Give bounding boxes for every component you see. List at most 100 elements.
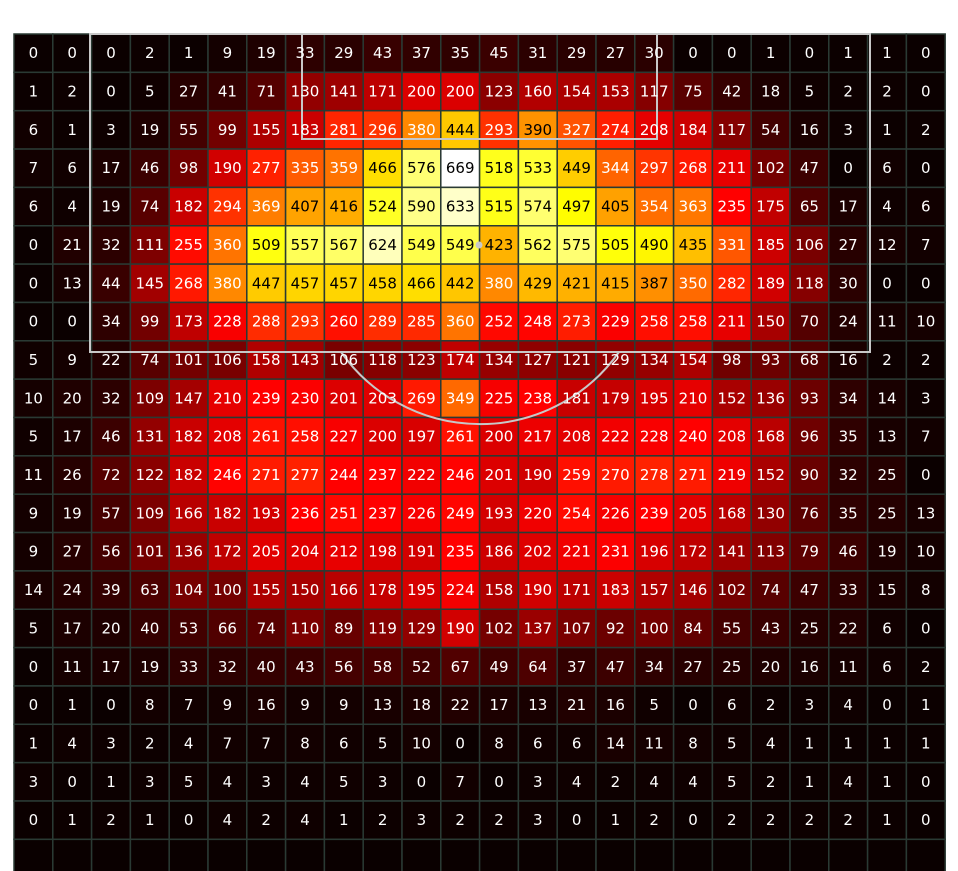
- heatmap-cell: [246, 761, 287, 802]
- cell-value-label: 32: [218, 658, 237, 676]
- cell-value-label: 268: [679, 159, 708, 177]
- cell-value-label: 226: [601, 504, 630, 522]
- cell-value-label: 111: [135, 236, 164, 254]
- heatmap-cell: [440, 186, 481, 227]
- heatmap-cell: [13, 340, 54, 380]
- heatmap-cell: [129, 838, 170, 871]
- cell-value-label: 24: [839, 313, 858, 331]
- cell-value-label: 127: [523, 351, 552, 369]
- cell-value-label: 47: [800, 581, 819, 599]
- cell-value-label: 63: [140, 581, 159, 599]
- cell-value-label: 0: [184, 811, 194, 829]
- cell-value-label: 46: [839, 543, 858, 561]
- cell-value-label: 0: [688, 696, 698, 714]
- heatmap-cell: [828, 838, 869, 871]
- heatmap-cell: [207, 186, 248, 227]
- cell-value-label: 390: [523, 121, 552, 139]
- cell-value-label: 193: [252, 504, 281, 522]
- cell-value-label: 2: [805, 811, 815, 829]
- cell-value-label: 226: [407, 504, 436, 522]
- heatmap-cell: [284, 761, 326, 802]
- heatmap-cell: [750, 378, 791, 419]
- cell-value-label: 0: [882, 696, 892, 714]
- cell-value-label: 27: [606, 44, 625, 62]
- cell-value-label: 0: [727, 44, 737, 62]
- heatmap-cell: [207, 225, 248, 265]
- cell-value-label: 58: [373, 658, 392, 676]
- cell-value-label: 5: [727, 773, 737, 791]
- cell-value-label: 3: [843, 121, 853, 139]
- heatmap-cell: [750, 33, 791, 74]
- heatmap-cell: [246, 685, 287, 726]
- heatmap-cell: [672, 416, 714, 457]
- cell-value-label: 137: [523, 619, 552, 637]
- cell-value-label: 24: [63, 581, 82, 599]
- heatmap-cell: [672, 340, 714, 380]
- cell-value-label: 4: [688, 773, 698, 791]
- heatmap-cell: [672, 723, 714, 764]
- cell-value-label: 669: [446, 159, 475, 177]
- cell-value-label: 1: [843, 44, 853, 62]
- cell-value-label: 181: [562, 389, 591, 407]
- cell-value-label: 25: [722, 658, 741, 676]
- cell-value-label: 246: [213, 466, 242, 484]
- heatmap-cell: [595, 109, 636, 150]
- cell-value-label: 3: [29, 773, 39, 791]
- heatmap-cell: [517, 455, 558, 495]
- cell-value-label: 18: [412, 696, 431, 714]
- cell-value-label: 0: [688, 811, 698, 829]
- cell-value-label: 34: [645, 658, 664, 676]
- cell-value-label: 74: [257, 619, 276, 637]
- cell-value-label: 154: [679, 351, 708, 369]
- heatmap-cell: [789, 800, 830, 841]
- cell-value-label: 0: [921, 83, 931, 101]
- cell-value-label: 252: [485, 313, 514, 331]
- six-yard-box: [301, 33, 658, 140]
- heatmap-cell: [634, 33, 675, 74]
- heatmap-cell: [672, 608, 714, 649]
- cell-value-label: 32: [101, 236, 120, 254]
- cell-value-label: 221: [562, 543, 591, 561]
- cell-value-label: 576: [407, 159, 436, 177]
- heatmap-cell: [828, 493, 869, 534]
- heatmap-cell: [362, 800, 403, 841]
- cell-value-label: 13: [373, 696, 392, 714]
- cell-value-label: 117: [640, 83, 669, 101]
- cell-value-label: 9: [67, 351, 77, 369]
- cell-value-label: 150: [291, 581, 320, 599]
- cell-value-label: 1: [882, 121, 892, 139]
- cell-value-label: 208: [717, 428, 746, 446]
- cell-value-label: 19: [140, 658, 159, 676]
- cell-value-label: 7: [261, 734, 271, 752]
- heatmap-cell: [246, 225, 287, 265]
- heatmap-cell: [905, 493, 946, 534]
- cell-value-label: 65: [800, 198, 819, 216]
- cell-value-label: 25: [877, 466, 896, 484]
- cell-value-label: 4: [843, 696, 853, 714]
- cell-value-label: 25: [800, 619, 819, 637]
- cell-value-label: 1: [184, 44, 194, 62]
- cell-value-label: 533: [523, 159, 552, 177]
- heatmap-cell: [478, 378, 520, 419]
- heatmap-cell: [440, 33, 481, 74]
- cell-value-label: 4: [223, 773, 233, 791]
- cell-value-label: 16: [800, 658, 819, 676]
- cell-value-label: 160: [523, 83, 552, 101]
- cell-value-label: 35: [839, 504, 858, 522]
- cell-value-label: 34: [101, 313, 120, 331]
- cell-value-label: 17: [839, 198, 858, 216]
- heatmap-cell: [168, 340, 209, 380]
- heatmap-cell: [90, 148, 132, 189]
- heatmap-cell: [789, 378, 830, 419]
- heatmap-cell: [90, 493, 132, 534]
- heatmap-cell: [478, 109, 520, 150]
- cell-value-label: 220: [523, 504, 552, 522]
- heatmap-cell: [905, 416, 946, 457]
- cell-value-label: 415: [601, 274, 630, 292]
- cell-value-label: 0: [29, 44, 39, 62]
- cell-value-label: 1: [611, 811, 621, 829]
- cell-value-label: 43: [761, 619, 780, 637]
- cell-value-label: 258: [679, 313, 708, 331]
- cell-value-label: 515: [485, 198, 514, 216]
- heatmap-cell: [13, 225, 54, 265]
